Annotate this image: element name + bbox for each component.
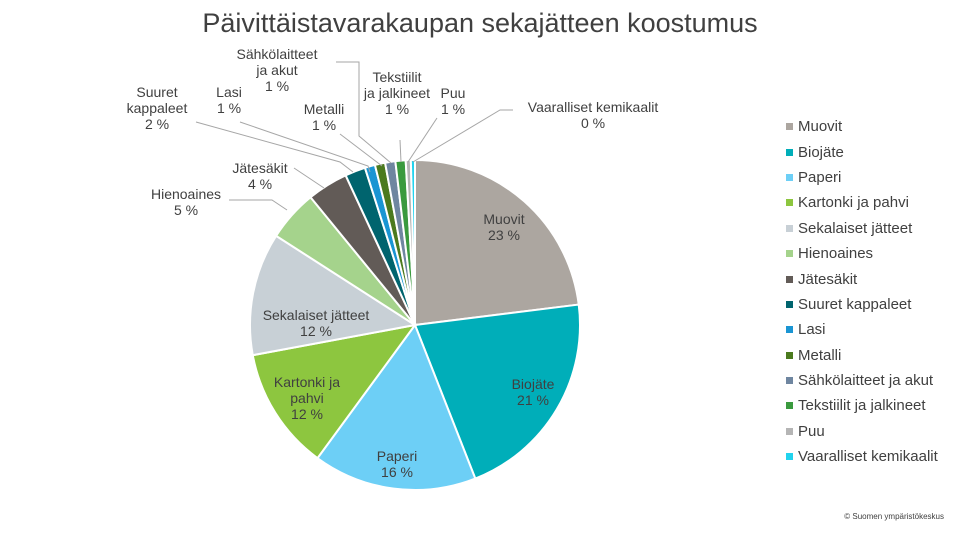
data-label-suuret-kappaleet: Suuret kappaleet 2 % xyxy=(127,84,188,132)
legend-swatch xyxy=(786,173,793,181)
leader-line-hienoaines xyxy=(229,199,288,211)
legend-label: Vaaralliset kemikaalit xyxy=(798,448,938,466)
copyright-notice: © Suomen ympäristökeskus xyxy=(844,512,944,521)
leader-line-puu xyxy=(407,117,438,163)
legend-item-jätesäkit: Jätesäkit xyxy=(786,266,938,291)
pie-slice-sekalaiset-jätteet xyxy=(248,234,418,357)
legend-swatch xyxy=(786,224,793,232)
legend-item-sähkölaitteet-ja-akut: Sähkölaitteet ja akut xyxy=(786,368,938,393)
legend-swatch xyxy=(786,402,793,410)
legend-label: Suuret kappaleet xyxy=(798,295,912,313)
legend-swatch xyxy=(786,148,793,156)
legend-label: Kartonki ja pahvi xyxy=(798,194,909,212)
data-label-hienoaines: Hienoaines 5 % xyxy=(151,186,221,218)
legend-swatch xyxy=(786,275,793,283)
legend-swatch xyxy=(786,351,793,359)
legend-item-biojäte: Biojäte xyxy=(786,139,938,164)
pie-slice-biojäte xyxy=(413,303,582,480)
data-label-biojäte: Biojäte 21 % xyxy=(512,376,555,408)
legend-label: Sähkölaitteet ja akut xyxy=(798,372,934,390)
legend-swatch xyxy=(786,427,793,435)
legend-item-paperi: Paperi xyxy=(786,165,938,190)
legend-swatch xyxy=(786,300,793,308)
data-label-puu: Puu 1 % xyxy=(441,85,466,117)
legend-item-suuret-kappaleet: Suuret kappaleet xyxy=(786,292,938,317)
legend-item-sekalaiset-jätteet: Sekalaiset jätteet xyxy=(786,216,938,241)
legend-item-metalli: Metalli xyxy=(786,343,938,368)
legend-label: Tekstiilit ja jalkineet xyxy=(798,397,926,415)
pie-slice-muovit xyxy=(414,158,580,327)
legend-swatch xyxy=(786,199,793,207)
legend: Muovit Biojäte Paperi Kartonki ja pahvi Seka… xyxy=(786,114,938,469)
legend-label: Hienoaines xyxy=(798,245,874,263)
legend-item-muovit: Muovit xyxy=(786,114,938,139)
legend-item-hienoaines: Hienoaines xyxy=(786,241,938,266)
chart-title: Päivittäistavarakaupan sekajätteen koost… xyxy=(202,8,758,38)
leader-line-jätesäkit xyxy=(293,167,325,189)
leader-line-lasi xyxy=(239,121,371,173)
legend-swatch xyxy=(786,123,793,131)
pie-slice-kartonki-ja-pahvi xyxy=(251,323,418,460)
leader-line-vaaralliset-kemikaalit xyxy=(412,109,513,163)
data-label-paperi: Paperi 16 % xyxy=(377,448,417,480)
leader-line-sähkölaitteet-ja-akut xyxy=(336,61,392,164)
legend-swatch xyxy=(786,250,793,258)
legend-label: Lasi xyxy=(798,321,826,339)
data-label-jätesäkit: Jätesäkit 4 % xyxy=(232,160,287,192)
leader-line-suuret-kappaleet xyxy=(195,121,354,173)
legend-item-kartonki-ja-pahvi: Kartonki ja pahvi xyxy=(786,190,938,215)
data-label-sähkölaitteet-ja-akut: Sähkölaitteet ja akut 1 % xyxy=(237,46,318,94)
data-label-vaaralliset-kemikaalit: Vaaralliset kemikaalit 0 % xyxy=(528,99,659,131)
legend-label: Metalli xyxy=(798,346,842,364)
pie-slice-vaaralliset-kemikaalit xyxy=(409,158,416,326)
legend-label: Puu xyxy=(798,422,825,440)
legend-swatch xyxy=(786,326,793,334)
leader-line-tekstiilit-ja-jalkineet xyxy=(399,139,402,163)
data-label-metalli: Metalli 1 % xyxy=(304,101,344,133)
legend-item-vaaralliset-kemikaalit: Vaaralliset kemikaalit xyxy=(786,444,938,469)
legend-label: Muovit xyxy=(798,118,843,136)
data-label-muovit: Muovit 23 % xyxy=(483,211,524,243)
legend-item-lasi: Lasi xyxy=(786,317,938,342)
pie-slice-paperi xyxy=(316,322,477,491)
legend-item-tekstiilit-ja-jalkineet: Tekstiilit ja jalkineet xyxy=(786,393,938,418)
legend-label: Sekalaiset jätteet xyxy=(798,219,913,237)
leader-line-metalli xyxy=(339,133,383,167)
legend-label: Paperi xyxy=(798,168,842,186)
data-label-kartonki-ja-pahvi: Kartonki ja pahvi 12 % xyxy=(274,374,340,422)
legend-swatch xyxy=(786,377,793,385)
legend-item-puu: Puu xyxy=(786,419,938,444)
data-label-sekalaiset-jätteet: Sekalaiset jätteet 12 % xyxy=(263,307,370,339)
legend-swatch xyxy=(786,453,793,461)
data-label-tekstiilit-ja-jalkineet: Tekstiilit ja jalkineet 1 % xyxy=(363,69,430,117)
legend-label: Jätesäkit xyxy=(798,270,858,288)
data-label-lasi: Lasi 1 % xyxy=(216,84,242,116)
legend-label: Biojäte xyxy=(798,143,844,161)
